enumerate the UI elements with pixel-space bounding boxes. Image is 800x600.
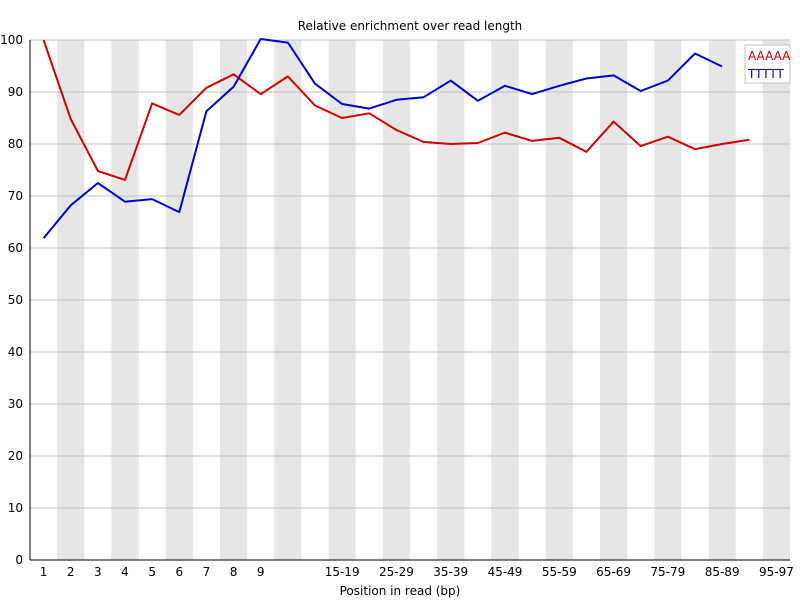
series-line-ttttt (42, 38, 723, 239)
y-tick-labels: 0 10 20 30 40 50 60 70 80 90 100 (0, 33, 23, 567)
y-tick-label: 100 (0, 33, 23, 47)
y-tick-label: 30 (8, 397, 23, 411)
axes (29, 40, 790, 561)
series-line-aaaaa (42, 39, 750, 181)
x-tick-label: 65-69 (596, 565, 631, 579)
x-tick-label: 85-89 (705, 565, 740, 579)
legend-box (744, 44, 791, 84)
x-tick-label: 55-59 (542, 565, 577, 579)
y-tick-label: 20 (8, 449, 23, 463)
x-tick-label: 2 (67, 565, 75, 579)
x-tick-label: 25-29 (379, 565, 414, 579)
y-tick-label: 80 (8, 137, 23, 151)
chart-title: Relative enrichment over read length (298, 19, 523, 33)
x-tick-label: 9 (257, 565, 265, 579)
y-tick-label: 50 (8, 293, 23, 307)
y-tick-label: 70 (8, 189, 23, 203)
x-tick-label: 15-19 (325, 565, 360, 579)
x-tick-label: 8 (230, 565, 238, 579)
x-tick-label: 7 (203, 565, 211, 579)
y-tick-label: 40 (8, 345, 23, 359)
gridlines (30, 39, 790, 561)
x-tick-label: 6 (175, 565, 183, 579)
y-tick-label: 90 (8, 85, 23, 99)
x-axis-label: Position in read (bp) (340, 584, 461, 598)
x-tick-label: 4 (121, 565, 129, 579)
y-tick-label: 10 (8, 501, 23, 515)
y-tick-label: 60 (8, 241, 23, 255)
y-tick-label: 0 (15, 553, 23, 567)
legend-entry-ttttt: TTTTT (747, 67, 784, 81)
chart-legend: AAAAA TTTTT (744, 44, 791, 84)
x-tick-label: 3 (94, 565, 102, 579)
x-tick-label: 5 (148, 565, 156, 579)
x-tick-label: 45-49 (488, 565, 523, 579)
x-tick-labels: 1 2 3 4 5 6 7 8 9 15-19 25-29 35-39 45-49 55-59 65-69 7… (40, 565, 794, 579)
x-tick-label: 75-79 (650, 565, 685, 579)
x-tick-label: 1 (40, 565, 48, 579)
legend-entry-aaaaa: AAAAA (748, 49, 791, 63)
series-lines (42, 38, 750, 239)
x-tick-label: 35-39 (433, 565, 468, 579)
x-tick-label: 95-97 (759, 565, 794, 579)
